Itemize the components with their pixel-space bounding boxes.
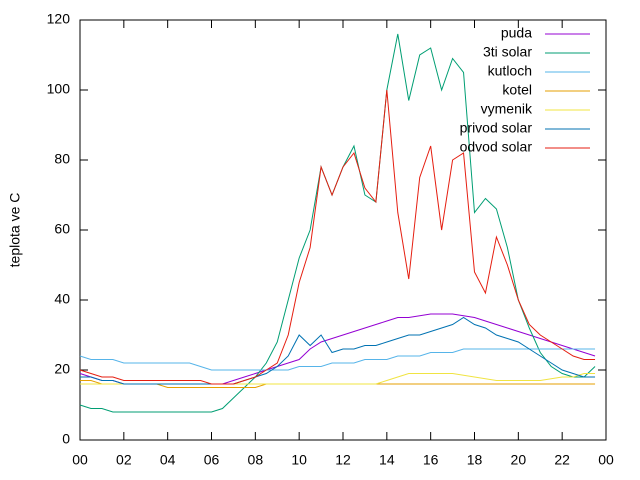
x-tick-label: 04 [160, 452, 176, 468]
series-line [80, 373, 596, 385]
y-tick-label: 40 [54, 291, 70, 307]
x-tick-label: 20 [511, 452, 527, 468]
legend-label: kotel [502, 82, 532, 98]
legend-label: privod solar [460, 120, 533, 136]
x-tick-label: 16 [423, 452, 439, 468]
legend-label: puda [501, 25, 532, 41]
series-line [79, 348, 596, 371]
x-tick-label: 14 [379, 452, 395, 468]
y-tick-label: 120 [47, 11, 71, 27]
x-tick-label: 12 [335, 452, 351, 468]
legend-label: 3ti solar [483, 44, 532, 60]
x-tick-label: 02 [116, 452, 132, 468]
x-tick-label: 18 [467, 452, 483, 468]
x-tick-label: 00 [72, 452, 88, 468]
y-tick-label: 60 [54, 221, 70, 237]
y-tick-label: 20 [54, 361, 70, 377]
x-tick-label: 10 [291, 452, 307, 468]
x-tick-label: 00 [598, 452, 614, 468]
y-tick-label: 80 [54, 151, 70, 167]
legend-label: vymenik [481, 101, 533, 117]
y-tick-label: 0 [62, 431, 70, 447]
legend-label: kutloch [488, 63, 532, 79]
x-tick-label: 08 [248, 452, 264, 468]
series-line [80, 316, 596, 385]
y-axis-label: teplota ve C [7, 193, 23, 268]
series-line [79, 89, 596, 385]
x-tick-label: 06 [204, 452, 220, 468]
x-tick-label: 22 [554, 452, 570, 468]
legend-label: odvod solar [460, 139, 533, 155]
y-tick-label: 100 [47, 81, 71, 97]
